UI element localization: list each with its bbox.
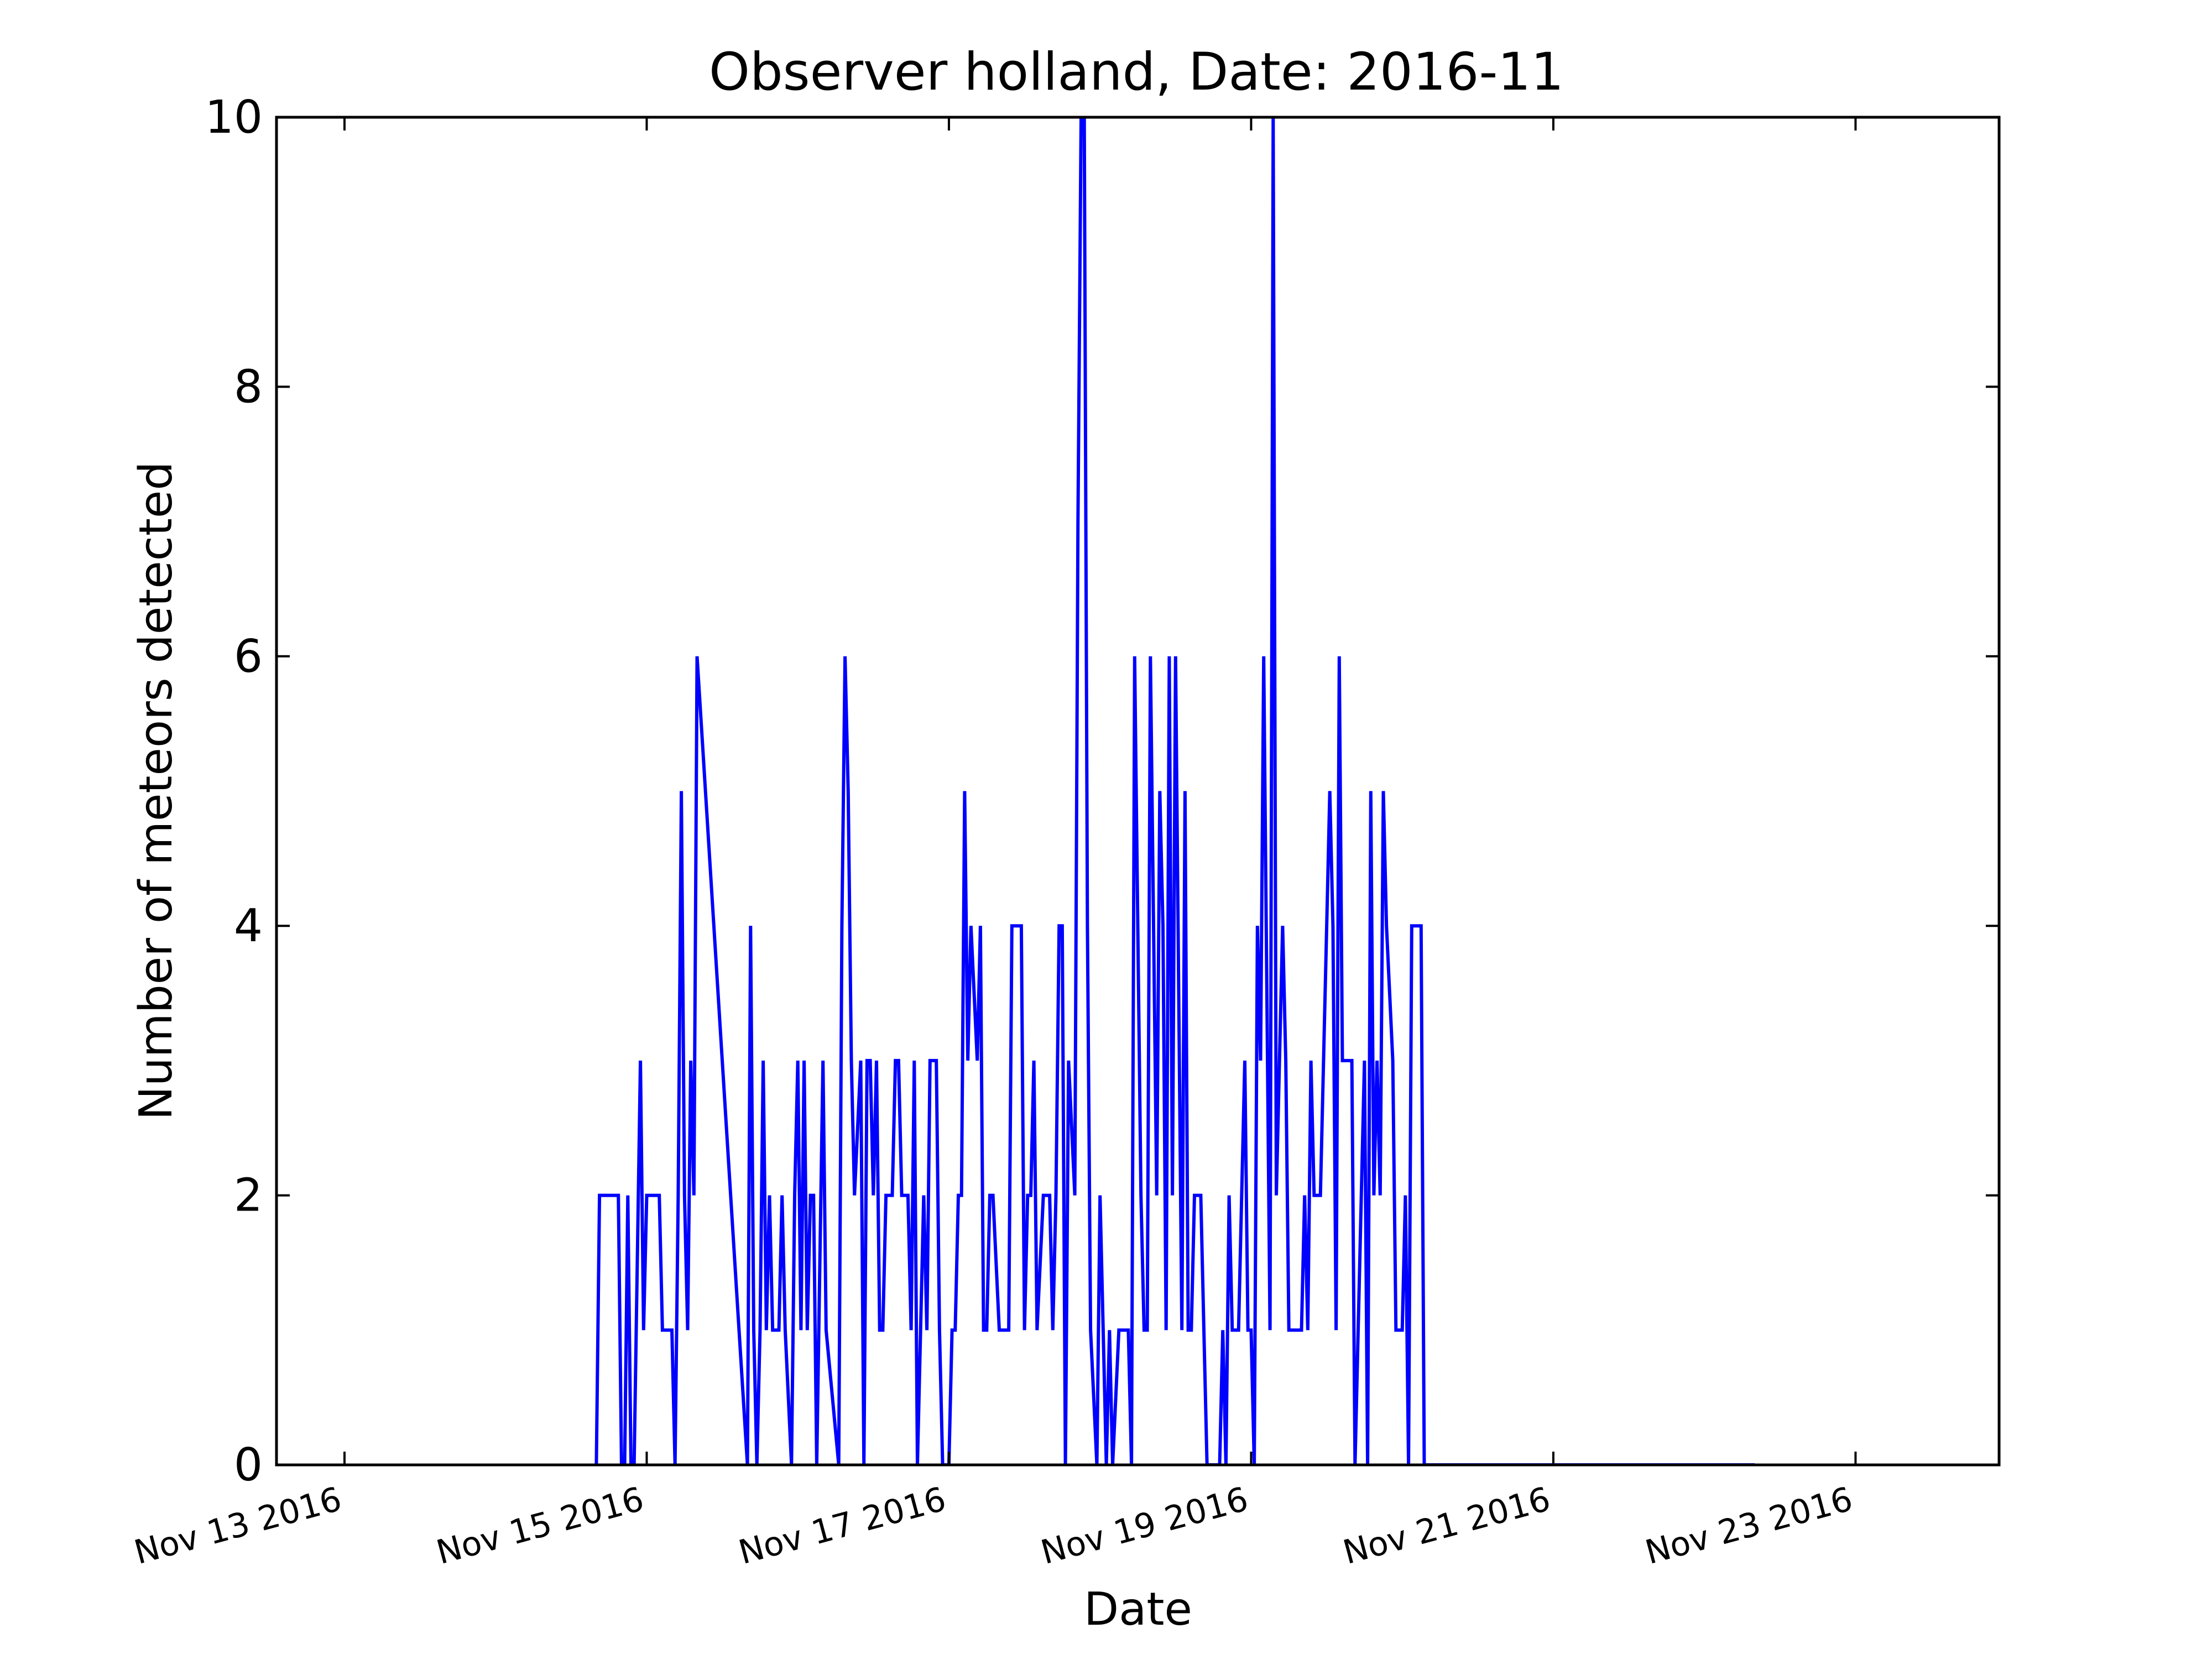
y-axis: 0 2 4 6 8 10: [205, 91, 1999, 1491]
series-line: [594, 117, 1755, 1465]
plot-frame: [275, 116, 2001, 1467]
y-axis-label: Number of meteors detected: [130, 461, 182, 1120]
y-tick-label: 4: [234, 900, 263, 952]
y-tick-label: 10: [205, 91, 263, 144]
y-tick-label: 6: [234, 630, 263, 683]
y-tick-label: 0: [234, 1439, 263, 1491]
chart-title: Observer holland, Date: 2016-11: [709, 42, 1564, 102]
y-tick-label: 8: [234, 361, 263, 413]
y-tick-label: 2: [234, 1170, 263, 1222]
x-axis-label: Date: [1084, 1583, 1192, 1636]
